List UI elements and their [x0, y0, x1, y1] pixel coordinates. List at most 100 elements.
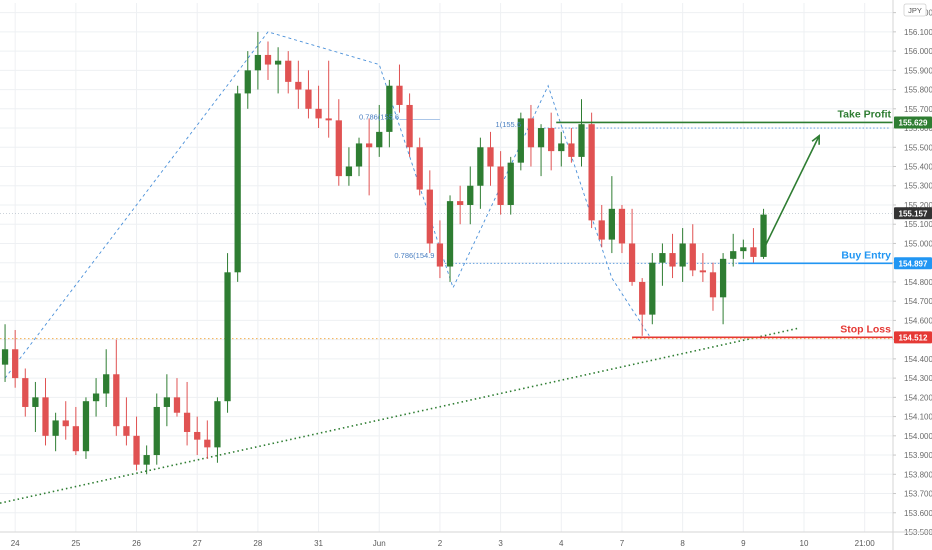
candle-body — [143, 455, 150, 465]
candle-body — [719, 258, 727, 298]
candle-body — [325, 118, 332, 121]
price-tick-label: 154.300 — [904, 374, 932, 383]
price-tag — [894, 331, 932, 344]
price-axis[interactable]: 156.200156.100156.000155.900155.800155.7… — [892, 0, 932, 550]
currency-badge[interactable]: JPY — [903, 3, 927, 17]
candle-body — [285, 60, 292, 82]
candle-body — [598, 220, 605, 240]
price-tick-label: 155.300 — [904, 182, 932, 191]
time-tick-label: 8 — [680, 539, 685, 548]
time-tick-label: 28 — [253, 539, 262, 548]
price-tick-label: 155.900 — [904, 66, 932, 75]
candle-body — [244, 70, 251, 94]
price-tick-label: 154.200 — [904, 393, 932, 402]
candle-body — [730, 251, 737, 259]
fib-label: 0.786(154.9 — [394, 251, 434, 260]
candle-body — [517, 118, 524, 163]
candle-body — [446, 201, 454, 267]
drawing-annotations: Take Profit Buy Entry Stop Loss 0.786(155.6… — [359, 108, 893, 339]
current-price-text: 155.157 — [899, 209, 928, 218]
time-tick-label: 7 — [620, 539, 625, 548]
candle-body — [527, 118, 535, 148]
price-tick-label: 154.100 — [904, 413, 932, 422]
price-tick-label: 155.200 — [904, 201, 932, 210]
candle-body — [72, 426, 79, 452]
price-tick-label: 155.100 — [904, 220, 932, 229]
candle-body — [32, 397, 39, 407]
candle-body — [123, 426, 130, 436]
candle-body — [436, 243, 444, 267]
candle-body — [457, 201, 464, 205]
candle-body — [295, 81, 302, 90]
candle-body — [133, 435, 140, 465]
price-tick-label: 155.600 — [904, 124, 932, 133]
candle-body — [760, 214, 767, 257]
candle-body — [568, 143, 575, 157]
price-tick-label: 155.700 — [904, 105, 932, 114]
candle-body — [62, 420, 69, 427]
candle-body — [699, 270, 707, 273]
candle-body — [679, 243, 686, 267]
candle-body — [639, 281, 646, 315]
price-tag-text: 154.512 — [899, 333, 928, 342]
candle-body — [750, 247, 757, 257]
candle-body — [689, 243, 696, 271]
candle-body — [558, 143, 565, 152]
candle-body — [477, 147, 484, 186]
candle-body — [588, 124, 595, 221]
price-tick-label: 156.000 — [904, 47, 932, 56]
level-label: Buy Entry — [841, 249, 891, 261]
time-axis[interactable]: 24 25 26 27 28 31 Jun 2 3 4 7 8 9 10 21:00 — [0, 531, 932, 548]
candle-body — [548, 128, 555, 152]
candle-body — [163, 397, 171, 407]
time-tick-label: 2 — [438, 539, 443, 548]
price-tick-label: 154.800 — [904, 278, 932, 287]
time-tick-label: 10 — [800, 539, 809, 548]
candle-body — [183, 412, 191, 432]
candle-body — [497, 166, 504, 205]
candle-body — [42, 397, 49, 436]
candle-body — [507, 162, 514, 205]
candle-body — [335, 120, 342, 177]
candle-body — [578, 124, 585, 157]
price-tick-label: 154.600 — [904, 316, 932, 325]
candle-body — [709, 272, 717, 298]
rising-support-trendline — [0, 327, 800, 504]
price-tag — [894, 116, 932, 129]
candle-body — [153, 406, 160, 456]
price-tick-label: 154.000 — [904, 432, 932, 441]
price-tick-label: 155.400 — [904, 163, 932, 172]
candle-body — [92, 393, 100, 402]
price-tick-label: 155.000 — [904, 239, 932, 248]
currency-label: JPY — [908, 6, 922, 15]
candle-body — [365, 143, 373, 148]
price-tick-label: 153.800 — [904, 470, 932, 479]
candle-body — [22, 378, 29, 407]
candle-body — [82, 401, 90, 452]
candle-body — [103, 374, 110, 394]
time-tick-label: Jun — [373, 539, 386, 548]
candle-body — [264, 54, 272, 65]
candle-body — [396, 85, 403, 105]
candle-body — [608, 208, 615, 240]
current-price-tag — [894, 207, 932, 220]
time-tick-label: 3 — [498, 539, 503, 548]
price-tag-text: 154.897 — [899, 259, 928, 268]
fib-label: 0.786(155.6 — [359, 112, 399, 121]
time-tick-label: 27 — [193, 539, 202, 548]
candle-body — [487, 147, 494, 167]
candle-body — [386, 85, 393, 132]
price-tick-label: 154.400 — [904, 355, 932, 364]
fib-label: 1(155.6 — [496, 120, 521, 129]
candle-body — [173, 397, 181, 413]
candle-body — [305, 89, 312, 109]
candle-body — [618, 208, 626, 244]
candle-body — [669, 253, 676, 267]
candle-body — [52, 420, 59, 436]
candle-body — [628, 243, 636, 282]
projection-arrow-line — [763, 135, 820, 248]
candle-body — [204, 439, 211, 448]
time-tick-label: 24 — [11, 539, 20, 548]
candle-body — [649, 262, 656, 315]
